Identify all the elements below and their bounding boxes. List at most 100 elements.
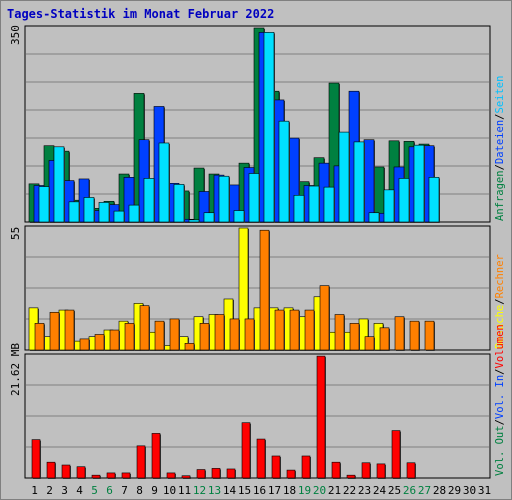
bar-volumen-day-3: [61, 464, 71, 479]
bar-seiten-day-6: [113, 210, 125, 223]
x-tick-label: 6: [106, 484, 113, 497]
bar-seiten-day-17: [278, 120, 290, 223]
legend-vol-in: Vol. In: [494, 375, 506, 419]
bar-volumen-day-6: [106, 472, 116, 479]
bar-volumen-day-18: [286, 469, 296, 479]
bar-volumen-day-25: [391, 430, 401, 479]
chart-title: Tages-Statistik im Monat Februar 2022: [7, 7, 274, 21]
bar-volumen-day-2: [46, 461, 56, 479]
bar-rechner-day-23: [364, 336, 375, 351]
bar-seiten-day-11: [188, 219, 200, 223]
bar-volumen-day-24: [376, 463, 386, 479]
bar-rechner-day-22: [349, 323, 360, 351]
bar-volumen-day-9: [151, 433, 161, 479]
x-tick-label: 3: [61, 484, 68, 497]
bar-volumen-day-13: [211, 468, 221, 479]
series-rechner: [34, 229, 435, 351]
label-separator: /: [494, 419, 506, 425]
bar-rechner-day-16: [259, 229, 270, 351]
bar-volumen-day-21: [331, 461, 341, 479]
label-separator: /: [494, 298, 506, 304]
bar-rechner-day-5: [94, 334, 105, 351]
bar-volumen-day-10: [166, 472, 176, 479]
bar-volumen-day-23: [361, 462, 371, 479]
x-tick-label: 15: [238, 484, 251, 497]
top-panel-max-label: 350: [9, 25, 22, 45]
x-tick-label: 2: [46, 484, 53, 497]
x-tick-label: 14: [223, 484, 237, 497]
bar-rechner-day-26: [409, 320, 420, 351]
x-tick-label: 17: [268, 484, 281, 497]
bar-rechner-day-8: [139, 305, 150, 351]
bar-rechner-day-11: [184, 343, 195, 351]
bar-rechner-day-19: [304, 309, 315, 351]
bottom-panel-max-label: 21.62 MB: [9, 343, 22, 396]
series-besuche: [28, 227, 384, 351]
x-tick-label: 7: [121, 484, 128, 497]
x-tick-label: 25: [388, 484, 401, 497]
legend-anfragen: Anfragen: [494, 170, 506, 221]
bar-volumen-day-20: [316, 355, 326, 479]
bar-rechner-day-27: [424, 320, 435, 351]
x-tick-label: 24: [373, 484, 387, 497]
bar-rechner-day-4: [79, 338, 90, 351]
legend-vol-out: Vol. Out: [494, 425, 506, 476]
bar-besuche-day-15: [238, 227, 249, 351]
bar-rechner-day-1: [34, 323, 45, 351]
x-tick-label: 9: [151, 484, 158, 497]
label-separator: /: [494, 164, 506, 170]
bar-seiten-day-27: [428, 177, 440, 223]
bar-rechner-day-3: [64, 309, 75, 351]
bar-rechner-day-18: [289, 309, 300, 351]
right-label-middle: Besuche/Rechner: [494, 254, 506, 349]
panel-visits: [24, 225, 491, 351]
bar-seiten-day-10: [173, 184, 185, 223]
x-tick-label: 18: [283, 484, 296, 497]
bar-rechner-day-24: [379, 327, 390, 351]
bar-seiten-day-16: [263, 32, 275, 223]
label-separator: /: [494, 369, 506, 375]
bar-seiten-day-3: [68, 201, 80, 223]
bar-rechner-day-2: [49, 311, 60, 351]
bar-volumen-day-8: [136, 445, 146, 479]
series-seiten: [38, 32, 440, 223]
bar-volumen-day-17: [271, 455, 281, 479]
right-label-top: Anfragen/Dateien/Seiten: [494, 76, 506, 221]
bar-seiten-day-14: [233, 210, 245, 223]
bar-rechner-day-13: [214, 314, 225, 351]
bar-volumen-day-12: [196, 469, 206, 479]
legend-dateien: Dateien: [494, 120, 506, 164]
bar-seiten-day-23: [368, 212, 380, 223]
bar-seiten-day-13: [218, 175, 230, 223]
x-tick-label: 26: [403, 484, 416, 497]
bar-rechner-day-9: [154, 320, 165, 351]
x-tick-label: 22: [343, 484, 356, 497]
x-tick-label: 5: [91, 484, 98, 497]
panel-hits: [24, 25, 491, 224]
bar-volumen-day-5: [91, 474, 101, 479]
bar-seiten-day-8: [143, 178, 155, 223]
bar-volumen-day-22: [346, 474, 356, 479]
bar-rechner-day-12: [199, 323, 210, 351]
x-tick-label: 16: [253, 484, 266, 497]
bar-rechner-day-21: [334, 314, 345, 351]
series-volumen: [31, 355, 416, 479]
bar-rechner-day-17: [274, 309, 285, 351]
bar-volumen-day-11: [181, 475, 191, 479]
bar-rechner-day-25: [394, 316, 405, 351]
bar-seiten-day-25: [398, 178, 410, 223]
bar-rechner-day-10: [169, 318, 180, 351]
label-separator: /: [494, 114, 506, 120]
right-axis-legend: Anfragen/Dateien/SeitenBesuche/RechnerVo…: [494, 76, 506, 476]
bar-volumen-day-4: [76, 466, 86, 479]
bar-seiten-day-24: [383, 189, 395, 223]
bar-volumen-day-19: [301, 455, 311, 479]
legend-seiten: Seiten: [494, 76, 506, 114]
bar-seiten-day-2: [53, 146, 65, 223]
bar-seiten-day-4: [83, 197, 95, 223]
x-tick-label: 20: [313, 484, 326, 497]
bar-seiten-day-7: [128, 204, 140, 223]
x-tick-label: 1: [31, 484, 38, 497]
chart-panels: [24, 25, 491, 479]
right-label-bottom: Vol. Out/Vol. In/Volumen: [494, 324, 506, 476]
